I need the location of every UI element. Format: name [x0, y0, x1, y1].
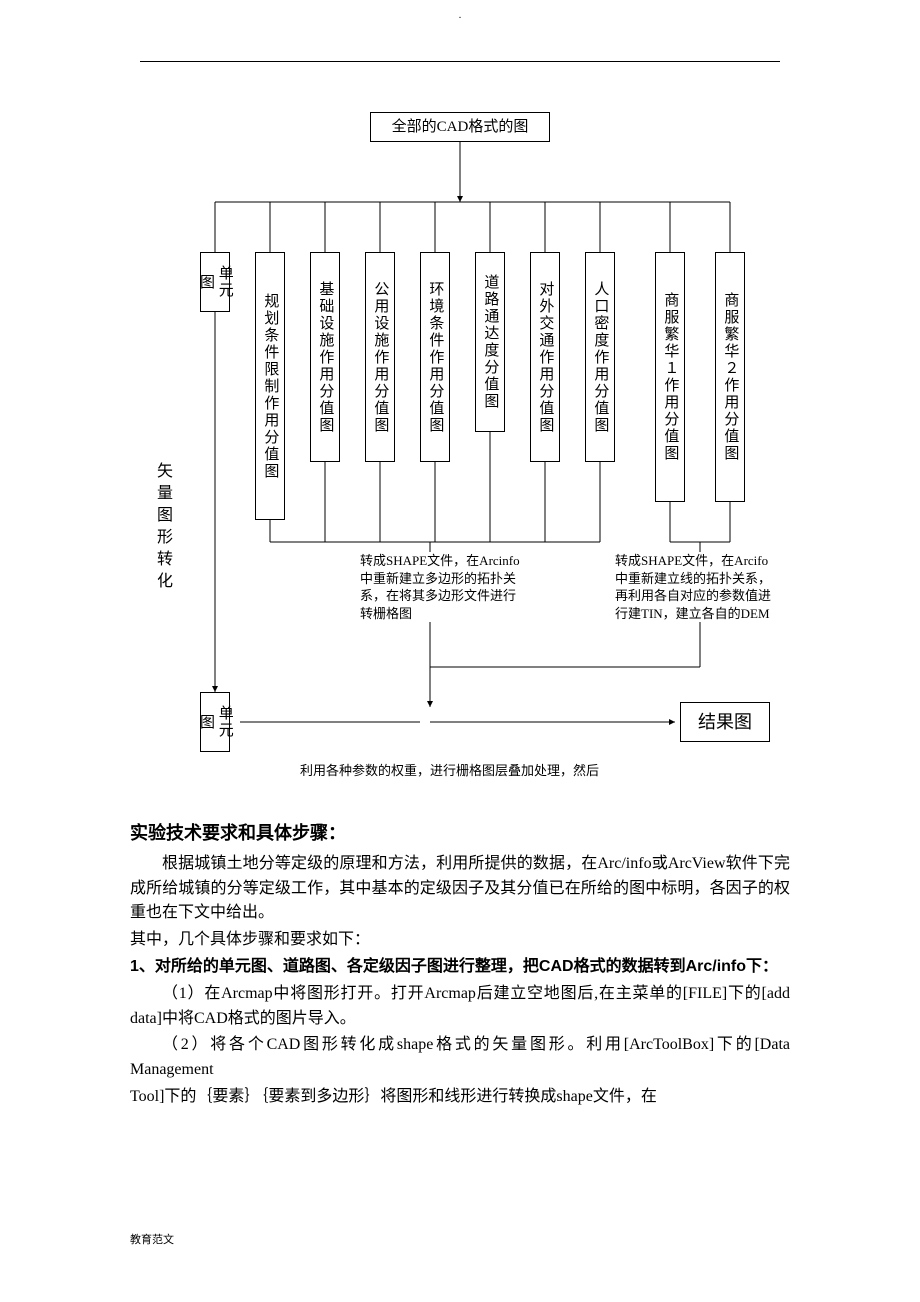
node-bottom-left: 单元图 — [200, 692, 230, 752]
node-result: 结果图 — [680, 702, 770, 742]
col-4: 环境条件作用分值图 — [420, 252, 450, 462]
col-3: 公用设施作用分值图 — [365, 252, 395, 462]
body-text: 实验技术要求和具体步骤： 根据城镇土地分等定级的原理和方法，利用所提供的数据，在… — [130, 820, 790, 1110]
col-6: 对外交通作用分值图 — [530, 252, 560, 462]
node-top: 全部的CAD格式的图 — [370, 112, 550, 142]
step1-b: （2）将各个CAD图形转化成shape格式的矢量图形。利用[ArcToolBox… — [130, 1033, 790, 1083]
step1-title: 1、对所给的单元图、道路图、各定级因子图进行整理，把CAD格式的数据转到Arc/… — [130, 955, 790, 980]
col-2: 基础设施作用分值图 — [310, 252, 340, 462]
col-8: 商服繁华１作用分值图 — [655, 252, 685, 502]
step1-a: （1）在Arcmap中将图形打开。打开Arcmap后建立空地图后,在主菜单的[F… — [130, 982, 790, 1032]
header-rule — [140, 61, 780, 62]
col-0: 单元图 — [200, 252, 230, 312]
note-right: 转成SHAPE文件，在Arcifo中重新建立线的拓扑关系，再利用各自对应的参数值… — [615, 552, 775, 622]
para-2: 其中，几个具体步骤和要求如下： — [130, 928, 790, 953]
para-1: 根据城镇土地分等定级的原理和方法，利用所提供的数据，在Arc/info或ArcV… — [130, 852, 790, 926]
header-dot: . — [130, 10, 790, 21]
step1-title-text: 1、对所给的单元图、道路图、各定级因子图进行整理，把CAD格式的数据转到Arc/… — [130, 958, 778, 975]
side-label: 矢量图形转化 — [150, 462, 174, 594]
section-heading: 实验技术要求和具体步骤： — [130, 820, 790, 848]
note-bottom: 利用各种参数的权重，进行栅格图层叠加处理，然后 — [300, 762, 630, 780]
footer-text: 教育范文 — [130, 1231, 174, 1247]
col-1: 规划条件限制作用分值图 — [255, 252, 285, 520]
col-9: 商服繁华２作用分值图 — [715, 252, 745, 502]
flowchart: 全部的CAD格式的图 矢量图形转化 单元图 规划条件限制作用分值图 基础设施作用… — [130, 112, 790, 812]
col-5: 道路通达度分值图 — [475, 252, 505, 432]
col-7: 人口密度作用分值图 — [585, 252, 615, 462]
note-left: 转成SHAPE文件，在Arcinfo中重新建立多边形的拓扑关系，在将其多边形文件… — [360, 552, 520, 622]
step1-c: Tool]下的｛要素｝｛要素到多边形｝将图形和线形进行转换成shape文件，在 — [130, 1085, 790, 1110]
page: . — [0, 0, 920, 1302]
